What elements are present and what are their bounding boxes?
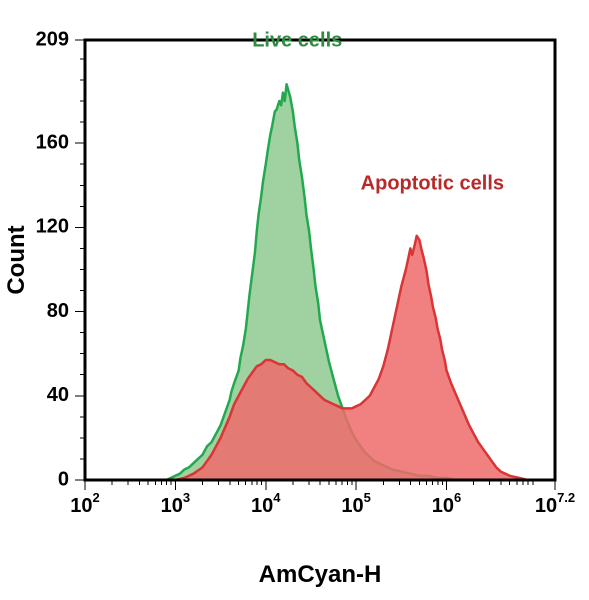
y-tick-label: 0 xyxy=(58,468,69,490)
flow-cytometry-histogram: 0 40 80 120 160 209 102 103 104 105 106 107.2 Count A… xyxy=(0,0,589,600)
x-tick-label: 107.2 xyxy=(535,490,575,517)
apoptotic-cells-label: Apoptotic cells xyxy=(361,172,504,194)
x-axis-label: AmCyan-H xyxy=(259,561,382,588)
chart-svg: 0 40 80 120 160 209 102 103 104 105 106 107.2 Count A… xyxy=(0,0,589,600)
x-tick-label: 103 xyxy=(161,490,190,517)
y-tick-label: 120 xyxy=(36,216,69,238)
live-cells-label: Live cells xyxy=(252,29,342,51)
x-tick-label: 105 xyxy=(341,490,370,517)
y-tick-label: 209 xyxy=(36,28,69,50)
x-tick-label: 104 xyxy=(251,490,281,517)
y-tick-label: 40 xyxy=(47,384,69,406)
y-tick-label: 160 xyxy=(36,131,69,153)
x-tick-label: 106 xyxy=(432,490,461,517)
y-tick-label: 80 xyxy=(47,300,69,322)
x-tick-label: 102 xyxy=(70,490,99,517)
y-axis-label: Count xyxy=(3,225,30,294)
